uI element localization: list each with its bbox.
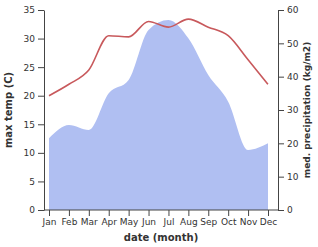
x-axis-tick: Mar: [81, 210, 98, 227]
x-axis-tick: Aug: [180, 210, 198, 227]
y-axis-tick: 15: [24, 120, 44, 130]
x-axis-tick-label: Oct: [221, 217, 237, 227]
y-axis-tick-mark: [38, 181, 44, 182]
x-axis-tick-label: Aug: [180, 217, 198, 227]
x-axis-tick-label: Jun: [141, 217, 156, 227]
y2-axis-tick-mark: [278, 210, 284, 211]
y-axis-tick-label: 15: [24, 120, 35, 130]
x-axis-tick: Oct: [221, 210, 237, 227]
x-axis-tick: Jul: [163, 210, 175, 227]
y-axis-tick: 20: [24, 91, 44, 101]
precipitation-area: [49, 20, 268, 210]
x-axis-title: date (month): [124, 232, 198, 243]
x-axis-tick-mark: [248, 210, 249, 216]
x-axis-tick-mark: [168, 210, 169, 216]
y-axis-tick: 35: [24, 5, 44, 15]
x-axis-tick-label: Jul: [163, 217, 175, 227]
y-axis-line: [44, 11, 45, 211]
y-axis-tick: 25: [24, 63, 44, 73]
temp-line: [49, 19, 268, 96]
y2-axis-tick-mark: [278, 10, 284, 11]
x-axis-tick-label: Sep: [200, 217, 217, 227]
y-axis-tick-label: 10: [24, 148, 36, 158]
y2-axis-tick-label: 50: [287, 39, 299, 49]
x-axis-tick-label: Jan: [42, 217, 57, 227]
y2-axis-tick-mark: [278, 143, 284, 144]
x-axis-tick-label: Dec: [260, 217, 277, 227]
y-axis-tick-mark: [38, 153, 44, 154]
y2-axis-tick: 40: [278, 72, 299, 82]
x-axis-tick: Nov: [240, 210, 258, 227]
x-axis-tick-mark: [188, 210, 189, 216]
y-axis-title: max temp (C): [3, 72, 14, 148]
x-axis-tick-mark: [49, 210, 50, 216]
y-axis-tick-label: 0: [29, 205, 35, 215]
y-axis-tick: 30: [24, 34, 44, 44]
y-axis-tick-label: 5: [29, 177, 35, 187]
y2-axis-tick: 60: [278, 5, 299, 15]
y-axis-tick-label: 35: [24, 5, 35, 15]
y-axis-tick-label: 25: [24, 63, 35, 73]
y-axis-tick-mark: [38, 10, 44, 11]
y2-axis-title: med. precipitation (kg/m2): [302, 42, 312, 178]
chart: Jan Feb MarAprMayJun Jul AugSep OctNovDec 0 5 10…: [0, 0, 318, 247]
y2-axis-tick: 30: [278, 105, 299, 115]
x-axis-tick: Dec: [260, 210, 277, 227]
y-axis-tick-label: 20: [24, 91, 36, 101]
y-axis-tick-mark: [38, 39, 44, 40]
y2-axis-tick-label: 40: [287, 72, 299, 82]
x-axis-line: [44, 210, 278, 211]
x-axis-tick-mark: [109, 210, 110, 216]
y2-axis-tick-label: 10: [287, 172, 299, 182]
x-axis-tick-label: Nov: [240, 217, 258, 227]
y2-axis-tick-mark: [278, 43, 284, 44]
x-axis-tick-label: Feb: [61, 217, 77, 227]
y2-axis-tick-mark: [278, 110, 284, 111]
x-axis-tick: Jan: [42, 210, 57, 227]
y2-axis-tick-label: 30: [287, 105, 299, 115]
y2-axis-tick: 50: [278, 39, 299, 49]
x-axis-tick-mark: [149, 210, 150, 216]
x-axis-tick: Sep: [200, 210, 217, 227]
y2-axis-tick: 0: [278, 205, 293, 215]
x-axis-tick-mark: [228, 210, 229, 216]
x-axis-tick-label: Mar: [81, 217, 98, 227]
y2-axis-tick-mark: [278, 177, 284, 178]
x-axis-tick: Jun: [141, 210, 156, 227]
y2-axis-tick-label: 0: [287, 205, 293, 215]
y2-axis-tick: 20: [278, 139, 299, 149]
y-axis-tick-mark: [38, 67, 44, 68]
x-axis-tick-mark: [129, 210, 130, 216]
y-axis-tick: 0: [29, 205, 44, 215]
y2-axis-tick-label: 20: [287, 139, 299, 149]
x-axis-tick-mark: [208, 210, 209, 216]
x-axis-tick: Feb: [61, 210, 77, 227]
x-axis-tick: Apr: [101, 210, 117, 227]
y-axis-tick: 5: [29, 177, 44, 187]
y-axis-tick: 10: [24, 148, 44, 158]
y2-axis-tick-label: 60: [287, 5, 299, 15]
y2-axis-tick-mark: [278, 77, 284, 78]
x-axis-tick: May: [120, 210, 139, 227]
x-axis-tick-label: May: [120, 217, 139, 227]
plot-area: [49, 19, 268, 210]
x-axis-tick-mark: [268, 210, 269, 216]
y-axis-tick-mark: [38, 210, 44, 211]
x-axis-tick-label: Apr: [101, 217, 117, 227]
y-axis-tick-label: 30: [24, 34, 36, 44]
y2-axis-tick: 10: [278, 172, 299, 182]
y-axis-tick-mark: [38, 124, 44, 125]
x-axis-tick-mark: [89, 210, 90, 216]
y-axis-tick-mark: [38, 96, 44, 97]
x-axis-tick-mark: [69, 210, 70, 216]
